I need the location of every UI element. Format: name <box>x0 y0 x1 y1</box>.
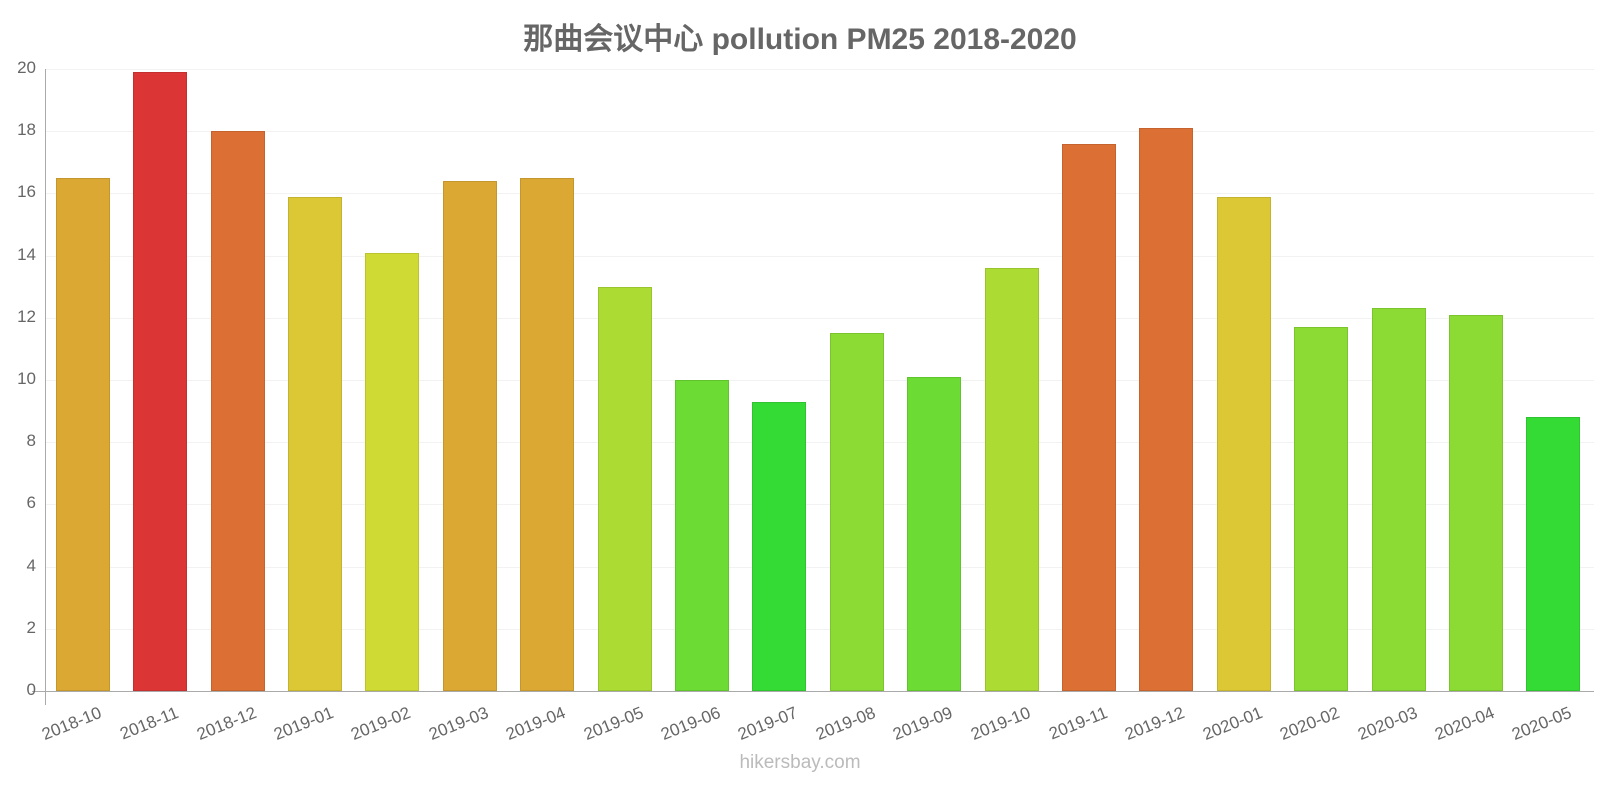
bar-2019-08[interactable] <box>829 333 884 691</box>
bar-2020-05[interactable] <box>1526 417 1581 691</box>
bar-2019-12[interactable] <box>1139 128 1194 691</box>
bar-2019-05[interactable] <box>597 286 652 691</box>
bar-2018-11[interactable] <box>133 72 188 691</box>
y-tick-label: 18 <box>17 120 36 140</box>
y-tick-label: 10 <box>17 369 36 388</box>
bar-2020-04[interactable] <box>1448 314 1503 691</box>
y-tick-label: 4 <box>26 555 36 575</box>
gridline <box>46 628 1594 630</box>
gridline <box>46 317 1594 319</box>
bar-2020-03[interactable] <box>1371 308 1426 691</box>
gridline <box>46 193 1594 195</box>
y-tick-label: 14 <box>17 244 36 264</box>
bar-2019-07[interactable] <box>752 401 807 691</box>
gridline <box>46 504 1594 506</box>
bar-2018-12[interactable] <box>210 131 265 691</box>
chart-title: 那曲会议中心 pollution PM25 2018-2020 <box>523 23 1077 56</box>
gridline <box>46 442 1594 444</box>
gridline <box>46 255 1594 257</box>
y-tick-label: 2 <box>26 617 36 637</box>
y-tick-label: 8 <box>26 431 36 451</box>
bar-2019-06[interactable] <box>674 380 729 691</box>
gridline <box>46 380 1594 381</box>
plot-area <box>46 69 1594 691</box>
gridline <box>46 69 1594 70</box>
y-tick-label: 0 <box>26 680 36 699</box>
bar-2020-01[interactable] <box>1216 196 1271 691</box>
bar-2020-02[interactable] <box>1294 327 1349 691</box>
bar-2019-09[interactable] <box>907 376 962 691</box>
bar-2019-04[interactable] <box>520 177 575 691</box>
x-axis-line <box>32 691 1594 692</box>
bar-2019-02[interactable] <box>365 252 420 691</box>
bar-2019-11[interactable] <box>1061 143 1116 691</box>
y-tick-label: 16 <box>17 182 36 202</box>
credit-watermark: hikersbay.com <box>739 752 861 773</box>
y-tick-label: 6 <box>26 493 36 513</box>
y-axis-line <box>45 69 46 705</box>
gridline <box>46 566 1594 568</box>
y-tick-label: 12 <box>17 306 36 326</box>
bar-2019-03[interactable] <box>442 180 497 691</box>
bar-2018-10[interactable] <box>55 177 110 691</box>
bar-2019-01[interactable] <box>287 196 342 691</box>
bar-2019-10[interactable] <box>984 268 1039 691</box>
y-tick-label: 20 <box>17 58 36 77</box>
gridline <box>46 131 1594 133</box>
